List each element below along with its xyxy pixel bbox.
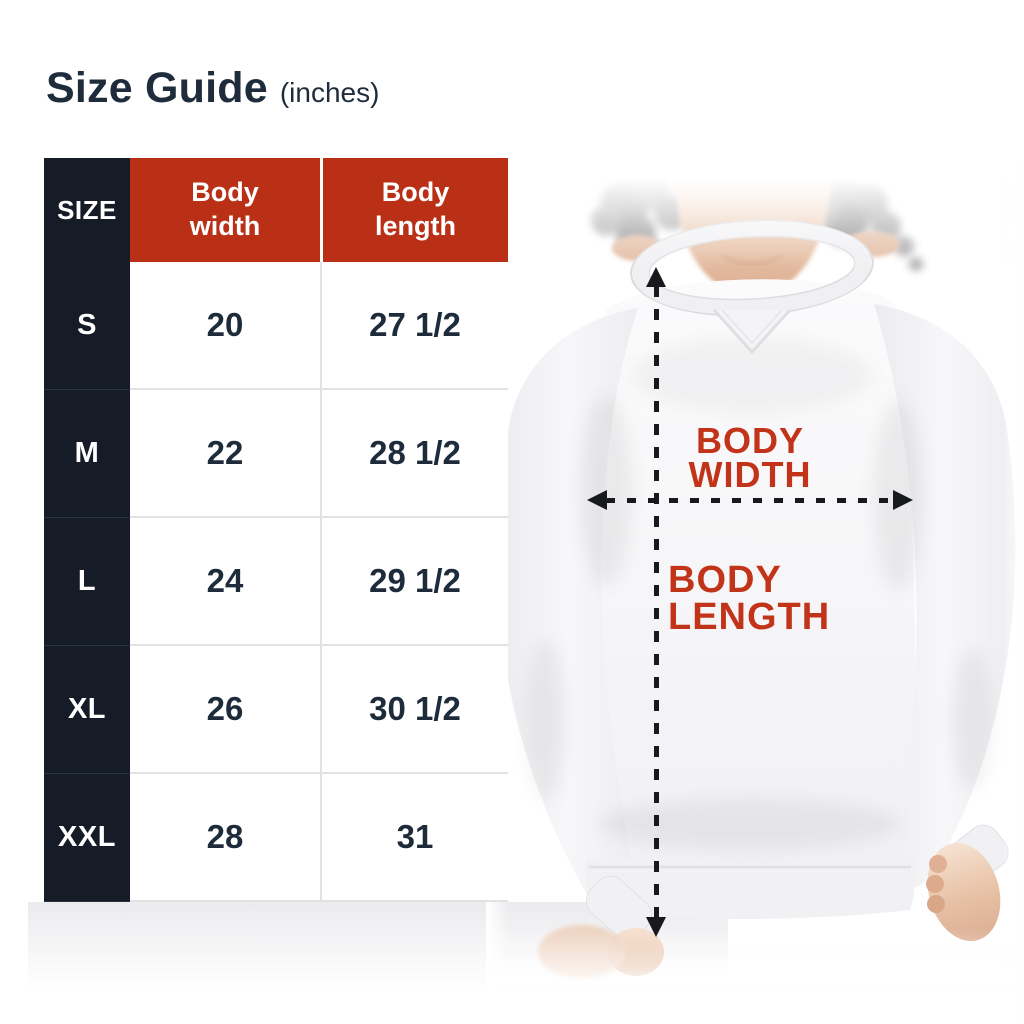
- body-length-cell: 28 1/2: [320, 390, 508, 518]
- arrowhead-down-icon: [646, 917, 666, 937]
- title-text: Size Guide: [46, 64, 268, 112]
- header-size: SIZE: [44, 158, 130, 262]
- body-length-cell: 30 1/2: [320, 646, 508, 774]
- arrowhead-up-icon: [646, 267, 666, 287]
- body-width-cell: 24: [130, 518, 320, 646]
- body-length-cell: 27 1/2: [320, 262, 508, 390]
- body-width-annotation: BODY WIDTH: [688, 420, 812, 495]
- body-width-cell: 26: [130, 646, 320, 774]
- size-cell: L: [44, 518, 130, 646]
- body-width-cell: 28: [130, 774, 320, 902]
- size-cell: S: [44, 262, 130, 390]
- torso: [584, 279, 916, 866]
- title-unit: (inches): [279, 77, 380, 108]
- body-width-cell: 20: [130, 262, 320, 390]
- body-width-cell: 22: [130, 390, 320, 518]
- size-cell: M: [44, 390, 130, 518]
- body-width-dotted-line: [606, 498, 894, 503]
- body-length-dotted-line: [654, 286, 659, 918]
- hem-band: [585, 860, 915, 919]
- arrowhead-right-icon: [893, 490, 913, 510]
- body-length-cell: 31: [320, 774, 508, 902]
- sweatshirt: [497, 279, 1016, 941]
- size-guide-table: SIZE Body width Body length S 20 27 1/2 …: [44, 158, 508, 902]
- arrowhead-left-icon: [587, 490, 607, 510]
- size-cell: XL: [44, 646, 130, 774]
- body-length-annotation: BODY LENGTH: [668, 559, 831, 638]
- collar-v-notch: [712, 308, 792, 355]
- page-title: Size Guide (inches): [46, 64, 379, 113]
- header-body-length: Body length: [320, 158, 508, 262]
- size-cell: XXL: [44, 774, 130, 902]
- body-length-cell: 29 1/2: [320, 518, 508, 646]
- header-body-width: Body width: [130, 158, 320, 262]
